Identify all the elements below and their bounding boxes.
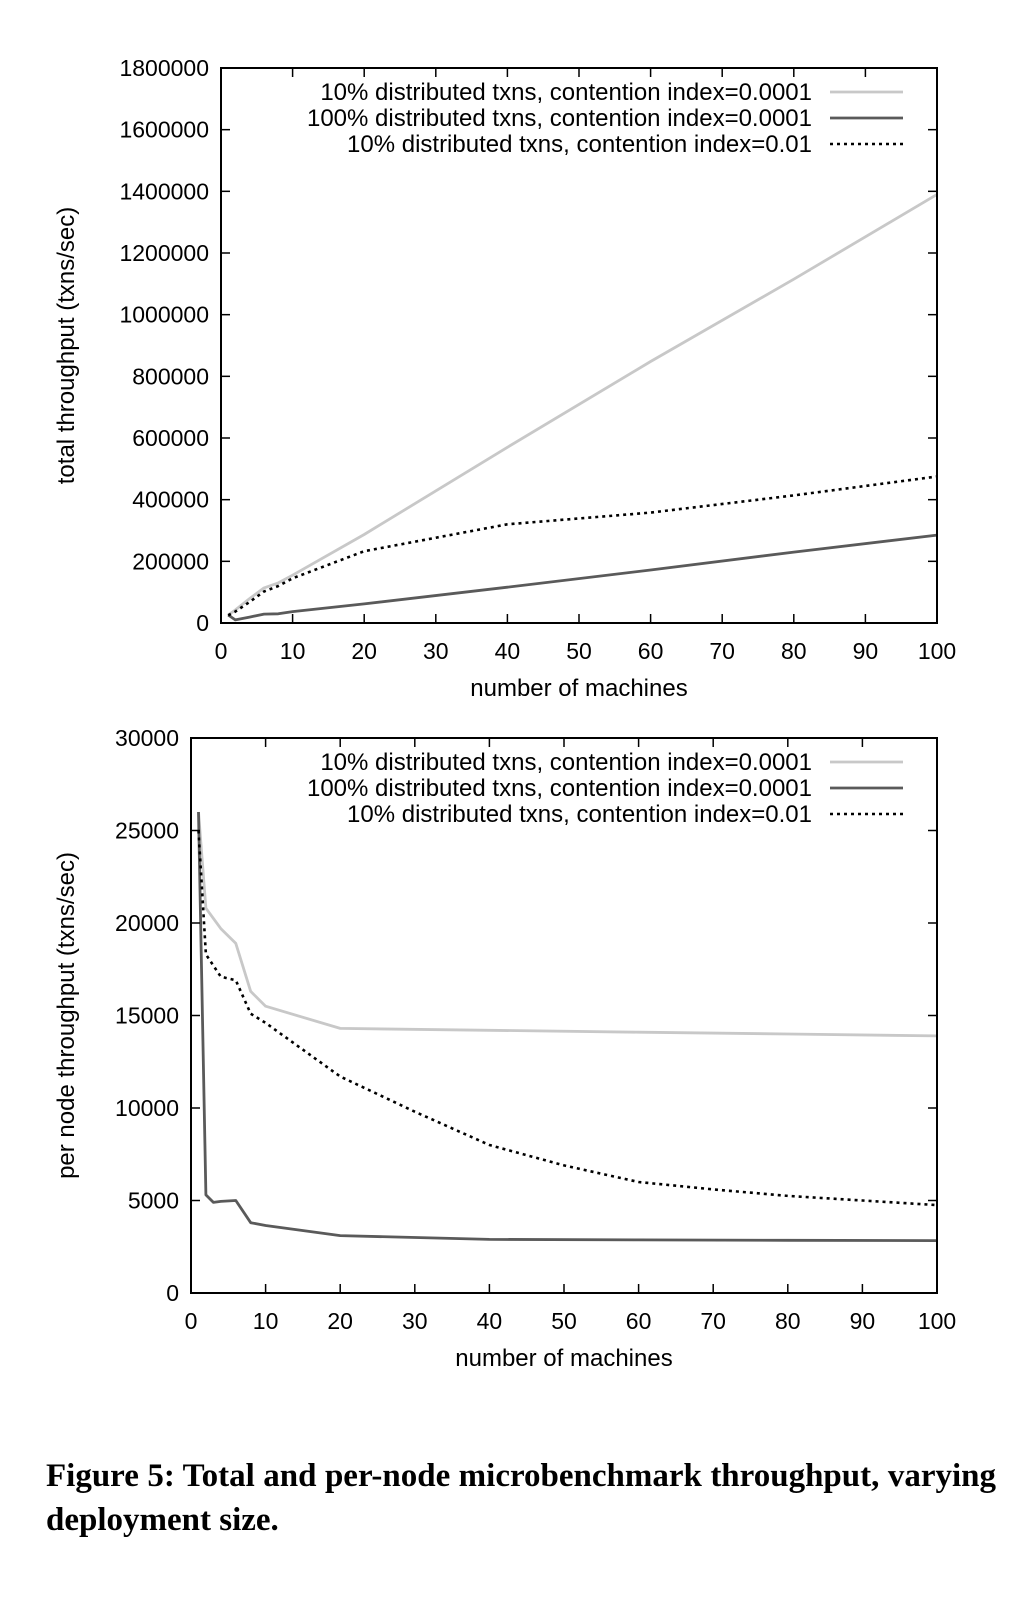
- x-tick-label: 90: [853, 638, 879, 664]
- y-tick-label: 1800000: [119, 55, 209, 81]
- x-tick-label: 50: [566, 638, 592, 664]
- y-tick-label: 30000: [115, 725, 179, 751]
- series-line-1: [197, 811, 938, 1242]
- x-tick-label: 100: [918, 1308, 956, 1334]
- x-tick-label: 30: [402, 1308, 428, 1334]
- y-tick-label: 1200000: [119, 240, 209, 266]
- x-tick-label: 0: [185, 1308, 198, 1334]
- y-tick-label: 400000: [132, 487, 209, 513]
- y-tick-label: 20000: [115, 910, 179, 936]
- per-node-throughput-chart: 0 5000 10000 15000 20000 25000 30000 0 10 20 30 40 5…: [0, 720, 1022, 1400]
- x-tick-label: 100: [918, 638, 956, 664]
- x-tick-label: 30: [423, 638, 449, 664]
- y-tick-label: 15000: [115, 1003, 179, 1029]
- y-axis-label: total throughput (txns/sec): [53, 207, 80, 484]
- x-axis-label: number of machines: [470, 675, 687, 702]
- x-tick-label: 70: [709, 638, 735, 664]
- x-tick-label: 80: [781, 638, 807, 664]
- legend-label-1: 100% distributed txns, contention index=…: [307, 775, 812, 802]
- x-tick-label: 90: [850, 1308, 876, 1334]
- y-tick-label: 1600000: [119, 117, 209, 143]
- y-tick-label: 600000: [132, 425, 209, 451]
- x-tick-label: 20: [351, 638, 377, 664]
- x-tick-label: 10: [280, 638, 306, 664]
- x-tick-label: 20: [327, 1308, 353, 1334]
- legend-label-1: 100% distributed txns, contention index=…: [307, 105, 812, 132]
- x-tick-label: 70: [700, 1308, 726, 1334]
- series-line-1: [227, 533, 938, 622]
- x-tick-label: 10: [253, 1308, 279, 1334]
- y-tick-label: 10000: [115, 1095, 179, 1121]
- x-tick-label: 40: [495, 638, 521, 664]
- y-tick-label: 1400000: [119, 178, 209, 204]
- x-tick-label: 50: [551, 1308, 577, 1334]
- x-tick-label: 80: [775, 1308, 801, 1334]
- y-tick-label: 1000000: [119, 302, 209, 328]
- series-line-0: [197, 811, 938, 1038]
- legend-label-0: 10% distributed txns, contention index=0…: [320, 79, 812, 106]
- y-tick-label: 0: [196, 610, 209, 636]
- y-tick-label: 0: [166, 1280, 179, 1306]
- series-line-2: [227, 475, 938, 617]
- figure-caption: Figure 5: Total and per-node microbenchm…: [46, 1458, 996, 1538]
- y-tick-label: 5000: [128, 1188, 179, 1214]
- per-node-throughput-plot: 0 5000 10000 15000 20000 25000 30000 0 10 20 30 40 5…: [53, 725, 956, 1372]
- total-throughput-plot: 0 200000 400000 600000 800000 1000000 1200000 1…: [53, 55, 956, 702]
- y-tick-label: 800000: [132, 363, 209, 389]
- legend-label-0: 10% distributed txns, contention index=0…: [320, 749, 812, 776]
- series-line-0: [227, 193, 938, 617]
- x-tick-label: 40: [477, 1308, 503, 1334]
- legend-label-2: 10% distributed txns, contention index=0…: [347, 801, 812, 828]
- total-throughput-chart: 0 200000 400000 600000 800000 1000000 1200000 1…: [0, 40, 1022, 720]
- x-tick-label: 60: [638, 638, 664, 664]
- x-axis-label: number of machines: [455, 1345, 672, 1372]
- legend-label-2: 10% distributed txns, contention index=0…: [347, 131, 812, 158]
- series-line-2: [197, 830, 938, 1207]
- x-tick-label: 60: [626, 1308, 652, 1334]
- y-axis-label: per node throughput (txns/sec): [53, 852, 80, 1179]
- x-tick-label: 0: [215, 638, 228, 664]
- y-tick-label: 25000: [115, 818, 179, 844]
- y-tick-label: 200000: [132, 548, 209, 574]
